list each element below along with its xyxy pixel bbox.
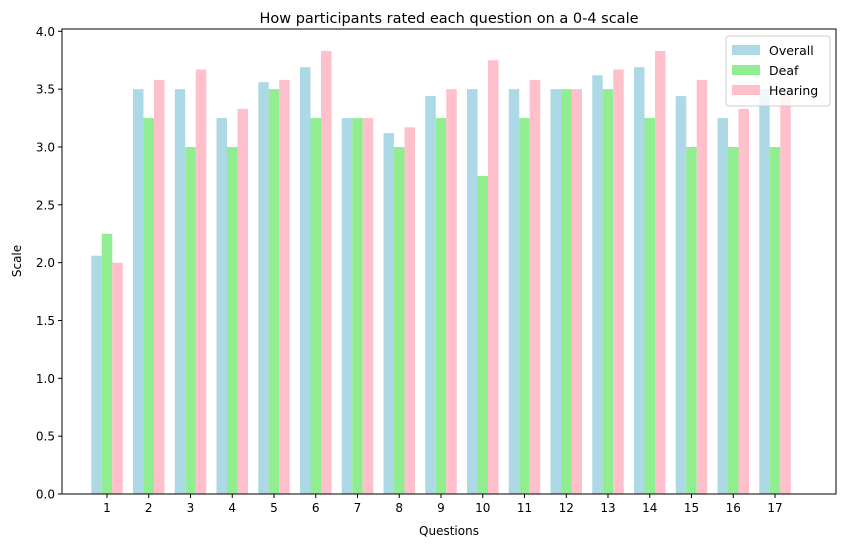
bar-hearing-q17 bbox=[780, 89, 791, 495]
bar-hearing-q11 bbox=[529, 79, 541, 495]
bar-deaf-q12 bbox=[561, 89, 572, 495]
bar-hearing-q14 bbox=[655, 50, 666, 494]
bar-overall-q12 bbox=[550, 89, 561, 495]
legend-label-hearing: Hearing bbox=[769, 83, 818, 98]
bar-overall-q3 bbox=[174, 89, 186, 495]
bar-deaf-q15 bbox=[686, 146, 697, 495]
bar-deaf-q9 bbox=[435, 118, 447, 494]
legend-label-overall: Overall bbox=[769, 43, 814, 58]
x-axis: 1 2 3 4 5 6 7 8 9 10 11 12 13 14 15 16 17 bbox=[103, 494, 783, 515]
x-tick-label: 11 bbox=[517, 501, 532, 515]
bar-hearing-q8 bbox=[404, 127, 415, 494]
bar-deaf-q10 bbox=[477, 175, 488, 494]
x-axis-label: Questions bbox=[419, 524, 479, 538]
x-tick-label: 9 bbox=[437, 501, 445, 515]
y-tick-label: 1.0 bbox=[36, 372, 55, 386]
bar-hearing-q15 bbox=[696, 79, 708, 495]
bar-deaf-q7 bbox=[352, 118, 363, 494]
x-tick-label: 2 bbox=[145, 501, 153, 515]
x-tick-label: 3 bbox=[187, 501, 195, 515]
bar-overall-q17 bbox=[759, 89, 770, 495]
x-tick-label: 12 bbox=[559, 501, 574, 515]
bar-overall-q7 bbox=[341, 118, 353, 494]
bar-overall-q16 bbox=[717, 118, 728, 494]
bar-overall-q1 bbox=[91, 255, 102, 494]
y-tick-label: 2.0 bbox=[36, 256, 55, 270]
bar-deaf-q13 bbox=[602, 89, 614, 495]
x-tick-label: 10 bbox=[475, 501, 490, 515]
bar-overall-q14 bbox=[634, 67, 645, 495]
chart-title: How participants rated each question on … bbox=[259, 11, 638, 27]
x-tick-label: 1 bbox=[103, 501, 111, 515]
bar-overall-q9 bbox=[425, 96, 436, 494]
bars-group bbox=[91, 50, 791, 495]
x-tick-label: 15 bbox=[684, 501, 699, 515]
bar-overall-q15 bbox=[675, 96, 687, 494]
bar-hearing-q12 bbox=[571, 89, 582, 495]
bar-hearing-q2 bbox=[154, 79, 165, 495]
legend: Overall Deaf Hearing bbox=[725, 35, 831, 107]
x-tick-label: 5 bbox=[270, 501, 278, 515]
bar-overall-q8 bbox=[383, 133, 394, 494]
legend-swatch-hearing bbox=[732, 85, 760, 95]
x-tick-label: 6 bbox=[312, 501, 320, 515]
bar-overall-q13 bbox=[592, 75, 603, 495]
legend-label-deaf: Deaf bbox=[769, 63, 799, 78]
y-tick-label: 0.5 bbox=[36, 430, 55, 444]
bar-deaf-q2 bbox=[143, 118, 154, 494]
x-tick-label: 17 bbox=[767, 501, 782, 515]
bar-overall-q11 bbox=[508, 89, 520, 495]
legend-swatch-overall bbox=[732, 45, 760, 55]
y-tick-label: 3.0 bbox=[36, 140, 55, 154]
bar-overall-q6 bbox=[300, 67, 311, 495]
x-tick-label: 13 bbox=[600, 501, 615, 515]
bar-hearing-q6 bbox=[321, 50, 332, 494]
y-tick-label: 4.0 bbox=[36, 25, 55, 39]
bar-hearing-q13 bbox=[613, 69, 624, 495]
bar-deaf-q1 bbox=[101, 233, 113, 495]
bar-deaf-q8 bbox=[394, 146, 405, 495]
bar-deaf-q14 bbox=[644, 118, 655, 494]
bar-hearing-q10 bbox=[488, 60, 499, 494]
y-tick-label: 2.5 bbox=[36, 198, 55, 212]
bar-hearing-q4 bbox=[237, 108, 248, 494]
y-tick-label: 1.5 bbox=[36, 314, 55, 328]
x-tick-label: 4 bbox=[228, 501, 236, 515]
y-axis: 0.0 0.5 1.0 1.5 2.0 2.5 3.0 3.5 4.0 bbox=[36, 25, 62, 502]
bar-deaf-q11 bbox=[519, 118, 530, 494]
x-tick-label: 14 bbox=[642, 501, 657, 515]
y-tick-label: 0.0 bbox=[36, 488, 55, 502]
bar-hearing-q16 bbox=[738, 108, 749, 494]
x-tick-label: 7 bbox=[354, 501, 362, 515]
y-tick-label: 3.5 bbox=[36, 83, 55, 97]
bar-hearing-q3 bbox=[195, 69, 207, 495]
plot-frame bbox=[61, 28, 837, 495]
x-tick-label: 16 bbox=[726, 501, 741, 515]
x-tick-label: 8 bbox=[395, 501, 403, 515]
bar-deaf-q16 bbox=[728, 146, 739, 495]
legend-swatch-deaf bbox=[732, 65, 760, 75]
bar-hearing-q7 bbox=[362, 118, 374, 494]
bar-hearing-q5 bbox=[279, 79, 290, 495]
bar-deaf-q17 bbox=[769, 146, 781, 495]
bar-deaf-q6 bbox=[310, 118, 321, 494]
bar-deaf-q5 bbox=[268, 89, 280, 495]
y-axis-label: Scale bbox=[10, 245, 24, 277]
bar-overall-q10 bbox=[467, 89, 478, 495]
bar-overall-q5 bbox=[258, 82, 269, 495]
bar-deaf-q4 bbox=[227, 146, 238, 495]
bar-overall-q4 bbox=[216, 118, 227, 494]
bar-deaf-q3 bbox=[185, 146, 196, 495]
bar-hearing-q9 bbox=[446, 89, 457, 495]
bar-overall-q2 bbox=[133, 89, 144, 495]
bar-hearing-q1 bbox=[112, 262, 123, 494]
